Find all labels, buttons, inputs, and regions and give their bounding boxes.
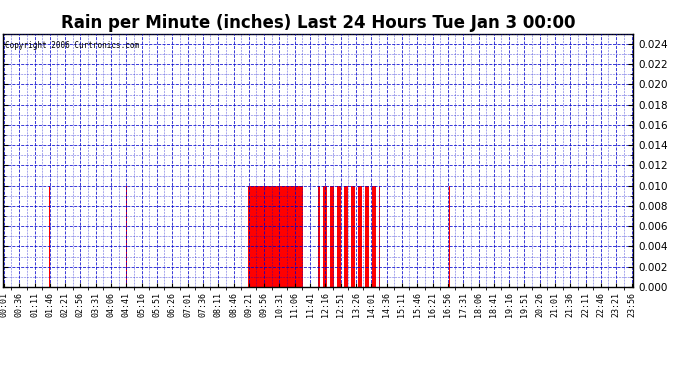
Title: Rain per Minute (inches) Last 24 Hours Tue Jan 3 00:00: Rain per Minute (inches) Last 24 Hours T… — [61, 14, 575, 32]
Text: Copyright 2006 Curtronics.com: Copyright 2006 Curtronics.com — [5, 41, 139, 50]
